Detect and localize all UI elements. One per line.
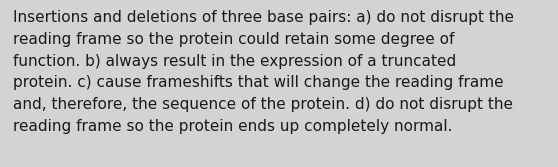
Text: and, therefore, the sequence of the protein. d) do not disrupt the: and, therefore, the sequence of the prot… <box>13 97 513 112</box>
Text: reading frame so the protein ends up completely normal.: reading frame so the protein ends up com… <box>13 119 453 134</box>
Text: function. b) always result in the expression of a truncated: function. b) always result in the expres… <box>13 54 456 69</box>
Text: reading frame so the protein could retain some degree of: reading frame so the protein could retai… <box>13 32 454 47</box>
Text: Insertions and deletions of three base pairs: a) do not disrupt the: Insertions and deletions of three base p… <box>13 10 514 25</box>
Text: protein. c) cause frameshifts that will change the reading frame: protein. c) cause frameshifts that will … <box>13 75 504 90</box>
